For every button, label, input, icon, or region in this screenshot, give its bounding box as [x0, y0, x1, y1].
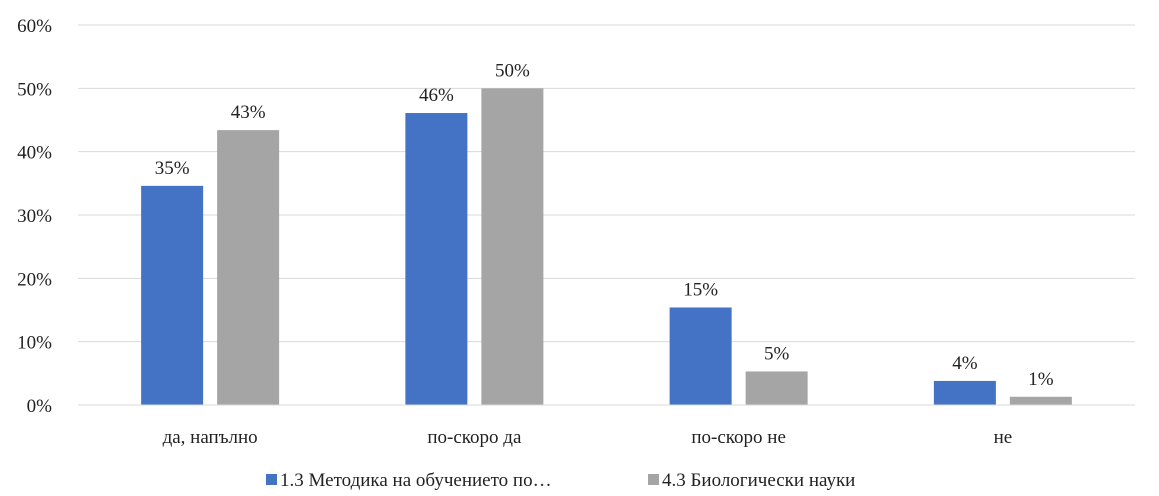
data-label: 46% [419, 85, 454, 106]
bar [141, 185, 204, 405]
data-label: 15% [683, 279, 718, 300]
data-labels: 35% 43% 46% 50% 15% 5% 4% 1% [155, 60, 1054, 389]
y-tick-label: 50% [17, 79, 52, 100]
bar [405, 113, 468, 406]
data-label: 50% [495, 60, 530, 81]
x-tick-label: не [994, 427, 1013, 448]
y-tick-label: 60% [17, 16, 52, 37]
legend-label: 1.3 Методика на обучението по… [280, 470, 552, 491]
bar [745, 371, 808, 405]
legend-label: 4.3 Биологически науки [662, 470, 855, 491]
data-label: 43% [231, 102, 266, 123]
x-axis: да, напълно по-скоро да по-скоро не не [78, 404, 1135, 448]
bar [1009, 396, 1072, 405]
data-label: 35% [155, 158, 190, 179]
legend-swatch [266, 474, 277, 485]
data-label: 5% [764, 343, 790, 364]
legend-swatch [648, 474, 659, 485]
bars [141, 88, 1072, 406]
bar [217, 130, 280, 405]
bar [669, 307, 732, 405]
bar [933, 380, 996, 405]
y-axis: 0% 10% 20% 30% 40% 50% 60% [17, 16, 52, 417]
y-tick-label: 30% [17, 206, 52, 227]
y-tick-label: 10% [17, 333, 52, 354]
y-tick-label: 0% [27, 396, 53, 417]
y-tick-label: 40% [17, 143, 52, 164]
x-tick-label: да, напълно [163, 427, 258, 448]
bar [481, 88, 544, 405]
y-tick-label: 20% [17, 269, 52, 290]
x-tick-label: по-скоро да [427, 427, 522, 448]
data-label: 1% [1028, 369, 1054, 390]
data-label: 4% [952, 353, 978, 374]
x-tick-label: по-скоро не [691, 427, 786, 448]
legend: 1.3 Методика на обучението по… 4.3 Биолог… [266, 470, 855, 491]
